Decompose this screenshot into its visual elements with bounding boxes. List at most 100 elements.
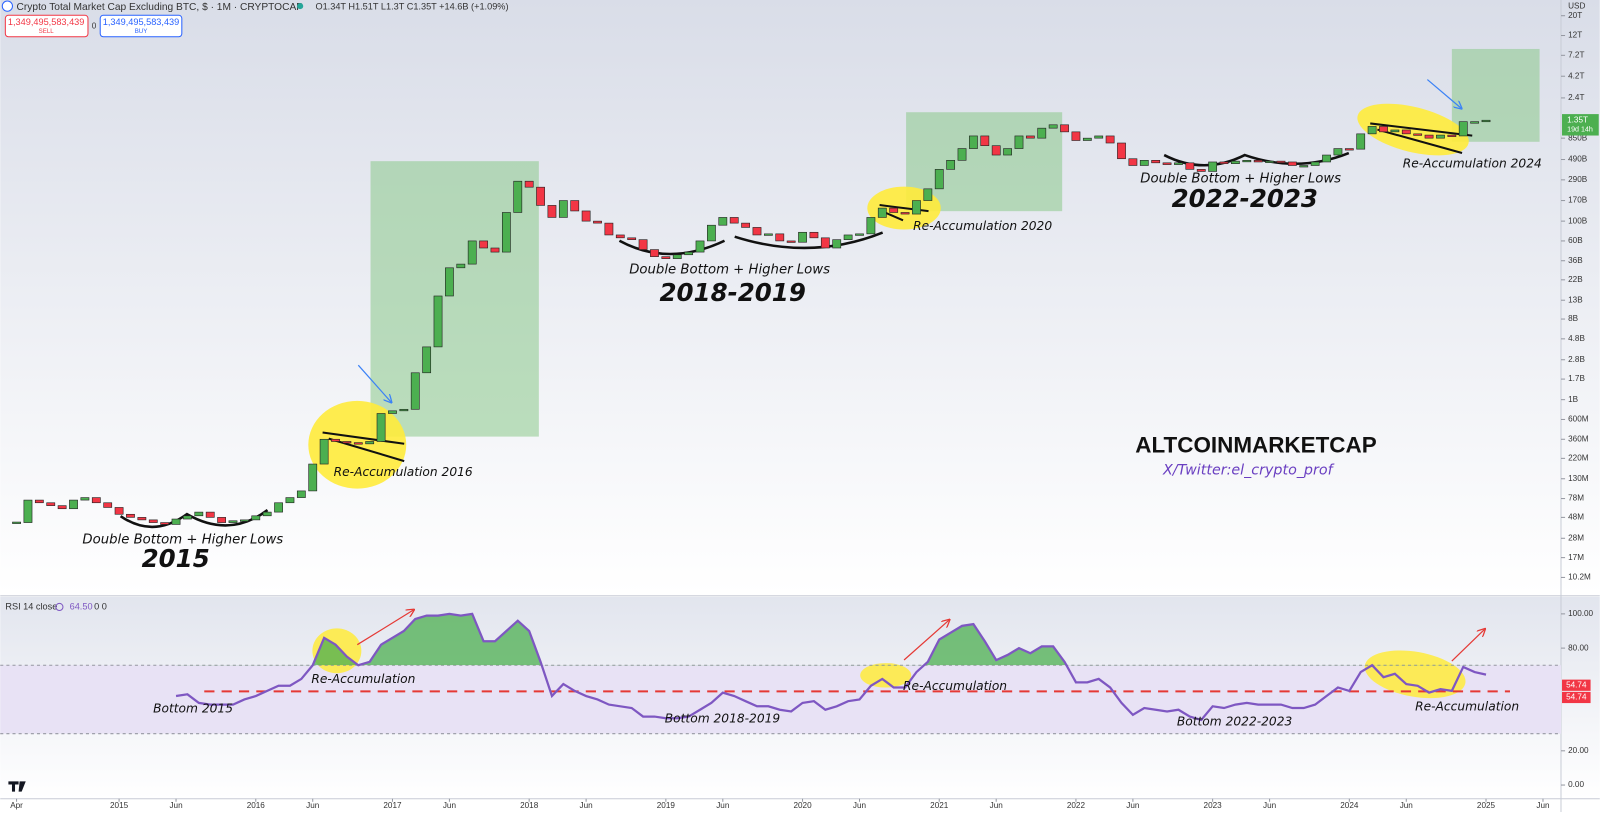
candle [137,517,147,521]
annotation: Double Bottom + Higher Lows [629,262,830,277]
buy-label[interactable]: BUY [135,28,148,35]
candle [1287,161,1297,166]
candle [342,441,352,444]
candle [1265,160,1274,163]
candle [604,222,614,236]
candle [46,502,56,506]
rsi-title: RSI 14 close [5,601,57,611]
candle [946,160,956,170]
candle [1196,169,1206,172]
x-tick-label: Jun [990,801,1003,810]
level-label: 54.74 [1566,680,1587,689]
candle [820,237,830,249]
symbol-icon [1,0,13,12]
sell-price[interactable]: 1,349,495,583,439 [8,17,85,27]
sell-label[interactable]: SELL [39,28,55,35]
x-tick-label: 2021 [930,801,949,810]
candle [228,520,238,523]
candle [1014,135,1024,149]
candle [763,233,773,236]
y-tick-label: 20T [1568,11,1582,20]
annotation: Double Bottom + Higher Lows [82,533,283,548]
candle [160,522,170,525]
candle [183,515,192,520]
y-tick-label: 7.2T [1568,50,1584,59]
sell-button[interactable] [4,14,89,38]
status-dot [297,3,304,10]
rsi-y-tick-label: 0.00 [1568,780,1584,789]
y-tick-label: 28M [1568,533,1584,542]
y-tick-label: 170B [1568,196,1588,205]
annotation: 2022-2023 [1172,184,1318,213]
candle [1071,131,1081,141]
candle [615,234,625,239]
candle [467,240,477,265]
x-tick-label: 2025 [1477,801,1496,810]
candle [581,210,591,222]
candle [1424,134,1434,139]
y-tick-label: 600M [1568,415,1589,424]
candle [1105,135,1115,144]
overbought-fill [312,613,1067,666]
candle [239,519,249,522]
y-tick-label: 12T [1568,31,1582,40]
candle [1253,160,1263,163]
candle [12,521,21,524]
candle [1367,126,1377,135]
x-tick-label: 2019 [657,801,676,810]
rsi-settings[interactable] [55,602,64,612]
candle [285,497,295,504]
candle [1344,148,1354,151]
candle [1139,160,1149,166]
candle [957,148,967,161]
candle [843,234,853,240]
buy-button[interactable] [99,14,183,38]
price-pane [0,0,1600,595]
candle [1299,165,1309,168]
y-tick-label: 17M [1568,553,1584,562]
rsi-annotation: Re-Accumulation [1415,699,1519,713]
annotation: 2018-2019 [659,278,805,307]
candle [729,217,739,224]
candle [376,413,386,442]
x-tick-label: Jun [169,801,182,810]
rsi-annotation: Bottom 2015 [153,701,233,715]
candle [809,231,819,239]
candle [798,231,807,243]
candle [501,212,511,253]
y-tick-label: 290B [1568,175,1588,184]
candle [1094,135,1104,139]
candle [752,227,762,236]
candle [1242,160,1252,163]
candle [558,200,568,218]
rsi-y-tick-label: 80.00 [1568,643,1589,652]
candle [638,239,648,250]
candle [1401,129,1411,135]
candle [570,200,580,212]
candle [1174,162,1183,165]
candle [205,511,215,518]
candle [672,254,682,259]
candle [274,502,283,513]
blue-arrows [357,79,1461,402]
candle [399,408,409,412]
candle [1231,160,1240,164]
logo [8,781,26,792]
red-arrows [356,610,1484,662]
candle [513,180,523,213]
candle [23,499,33,523]
rsi-extra: 0 0 [94,601,107,611]
candle [1481,119,1491,123]
candle [855,233,864,236]
candle [217,517,226,523]
candle [707,224,716,242]
x-tick-label: Jun [443,801,456,810]
target-box [370,161,539,437]
x-tick-label: Apr [10,801,23,810]
ohlc: O1.34T H1.51T L1.3T C1.35T +14.6B (+1.09… [315,2,508,12]
buy-price[interactable]: 1,349,495,583,439 [103,17,180,27]
candle [445,267,454,297]
candle [1322,154,1331,163]
